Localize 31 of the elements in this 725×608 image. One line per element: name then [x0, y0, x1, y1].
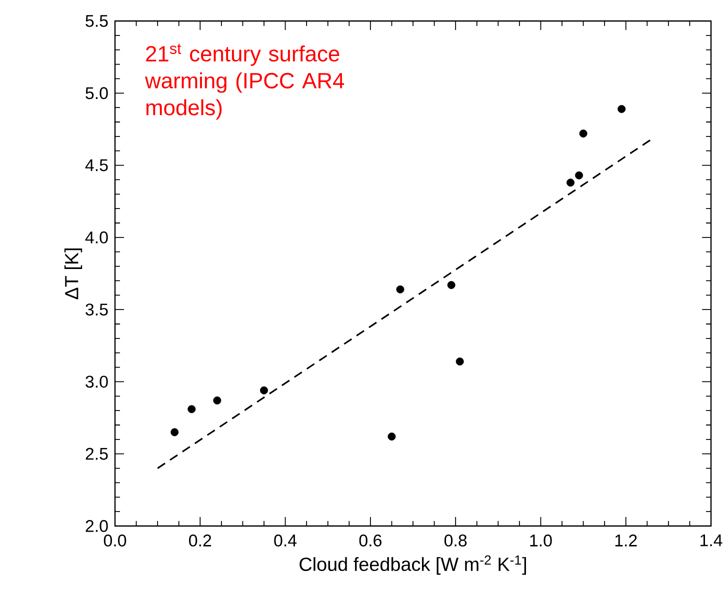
- point: [618, 105, 626, 113]
- y-tick-label: 2.0: [86, 520, 108, 532]
- point: [213, 396, 222, 404]
- text: 21$^{st}$ century surface warming (IPCC AR4 models): [144, 44, 344, 120]
- x-axis-title: Cloud feedback [W m$^{-2}$ K$^{-1}$]: [300, 555, 526, 575]
- point: [579, 130, 588, 138]
- y-axis-title: ΔT [K]: [64, 248, 82, 300]
- point: [396, 285, 404, 294]
- point: [188, 405, 196, 414]
- point: [456, 358, 464, 366]
- point: [170, 428, 179, 436]
- x-tick-label: 1.0: [530, 534, 552, 546]
- point: [388, 432, 396, 441]
- x-tick-label: 0.8: [444, 534, 467, 546]
- x-tick-label: 0.6: [359, 534, 382, 546]
- y-tick-label: 2.5: [86, 448, 108, 460]
- y-tick-label: 5.5: [86, 15, 108, 27]
- point: [566, 178, 575, 187]
- y-tick-label: 3.0: [86, 376, 108, 388]
- x-tick-label: 0.0: [104, 534, 126, 546]
- y-tick-label: 5.0: [86, 87, 108, 100]
- point: [260, 386, 268, 394]
- x-tick-label: 1.4: [700, 534, 722, 546]
- x-tick-label: 0.4: [274, 534, 297, 546]
- x-tick-label: 0.2: [189, 534, 212, 546]
- y-tick-label: 4.0: [85, 231, 108, 244]
- point: [575, 171, 584, 180]
- point: [447, 281, 456, 290]
- y-tick-label: 3.5: [86, 304, 108, 316]
- y-tick-label: 4.5: [85, 159, 108, 172]
- x-tick-label: 1.2: [615, 534, 637, 546]
